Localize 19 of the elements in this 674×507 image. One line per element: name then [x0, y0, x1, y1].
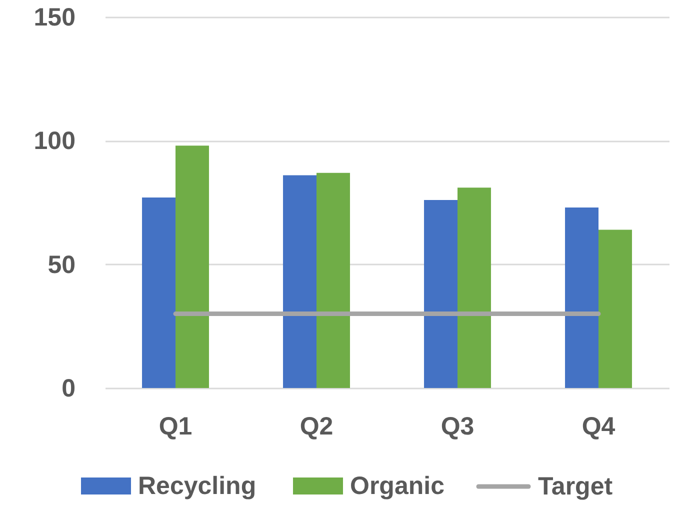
- x-tick-label: Q3: [440, 412, 474, 440]
- x-tick-label: Q1: [158, 412, 192, 440]
- bar: [458, 188, 491, 388]
- y-tick-label: 100: [34, 127, 76, 156]
- legend-label: Recycling: [138, 472, 256, 500]
- y-tick-label: 0: [62, 374, 76, 402]
- y-tick-label: 50: [48, 250, 76, 279]
- bar: [142, 198, 176, 388]
- x-tick-label: Q4: [582, 412, 616, 440]
- y-tick-label: 150: [34, 4, 76, 32]
- legend-label: Target: [538, 472, 614, 500]
- bar: [316, 172, 350, 388]
- bar: [598, 230, 632, 388]
- bar: [565, 207, 598, 388]
- bar: [176, 146, 209, 388]
- x-tick-label: Q2: [300, 412, 334, 440]
- bar: [424, 200, 458, 388]
- bar: [283, 175, 316, 388]
- legend-label: Organic: [350, 472, 445, 500]
